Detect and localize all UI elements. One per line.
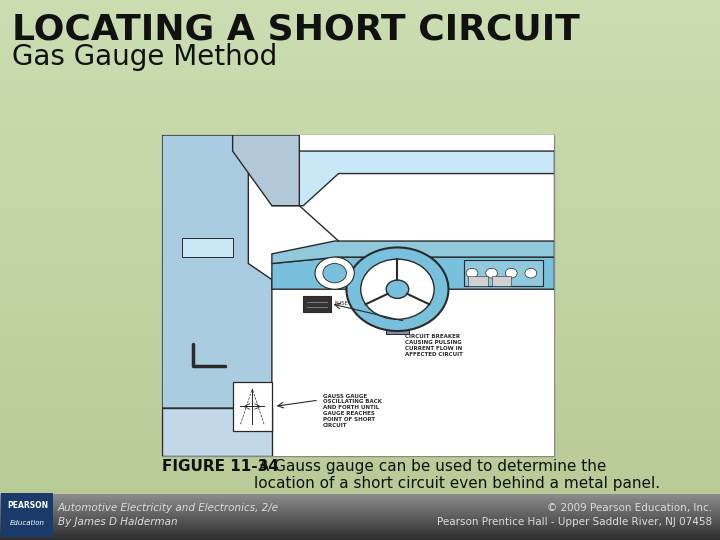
Polygon shape [272,151,554,206]
Bar [162,135,554,456]
Text: Gas Gauge Method: Gas Gauge Method [12,43,277,71]
Polygon shape [233,135,300,206]
Bar [464,260,543,286]
Polygon shape [272,241,554,264]
Text: Pearson Prentice Hall - Upper Saddle River, NJ 07458: Pearson Prentice Hall - Upper Saddle Riv… [437,517,712,527]
Bar [492,276,511,286]
Text: © 2009 Pearson Education, Inc.: © 2009 Pearson Education, Inc. [547,503,712,513]
Text: Education: Education [10,520,45,526]
Bar [386,289,409,334]
Bar [233,382,272,430]
Circle shape [525,268,536,278]
Circle shape [466,268,478,278]
Text: By James D Halderman: By James D Halderman [58,517,178,527]
Circle shape [505,268,517,278]
Text: CIRCUIT BREAKER
CAUSING PULSING
CURRENT FLOW IN
AFFECTED CIRCUIT: CIRCUIT BREAKER CAUSING PULSING CURRENT … [405,334,463,356]
Text: Automotive Electricity and Electronics, 2/e: Automotive Electricity and Electronics, … [58,503,279,513]
Circle shape [386,280,409,299]
Polygon shape [181,238,233,257]
Circle shape [361,259,434,319]
Circle shape [315,257,354,289]
Polygon shape [162,135,272,408]
Text: FIGURE 11-34: FIGURE 11-34 [162,459,279,474]
Text: GAUSS GAUGE
OSCILLATING BACK
AND FORTH UNTIL
GAUGE REACHES
POINT OF SHORT
CIRCUI: GAUSS GAUGE OSCILLATING BACK AND FORTH U… [323,394,382,428]
Text: PEARSON: PEARSON [6,501,48,510]
Circle shape [323,264,346,283]
Circle shape [346,247,449,331]
Polygon shape [162,408,272,456]
Bar [468,276,487,286]
Bar [303,295,330,312]
Text: A Gauss gauge can be used to determine the
location of a short circuit even behi: A Gauss gauge can be used to determine t… [254,459,660,491]
Text: FUSE: FUSE [335,301,348,306]
Circle shape [486,268,498,278]
Polygon shape [272,257,554,289]
Text: LOCATING A SHORT CIRCUIT: LOCATING A SHORT CIRCUIT [12,12,580,46]
